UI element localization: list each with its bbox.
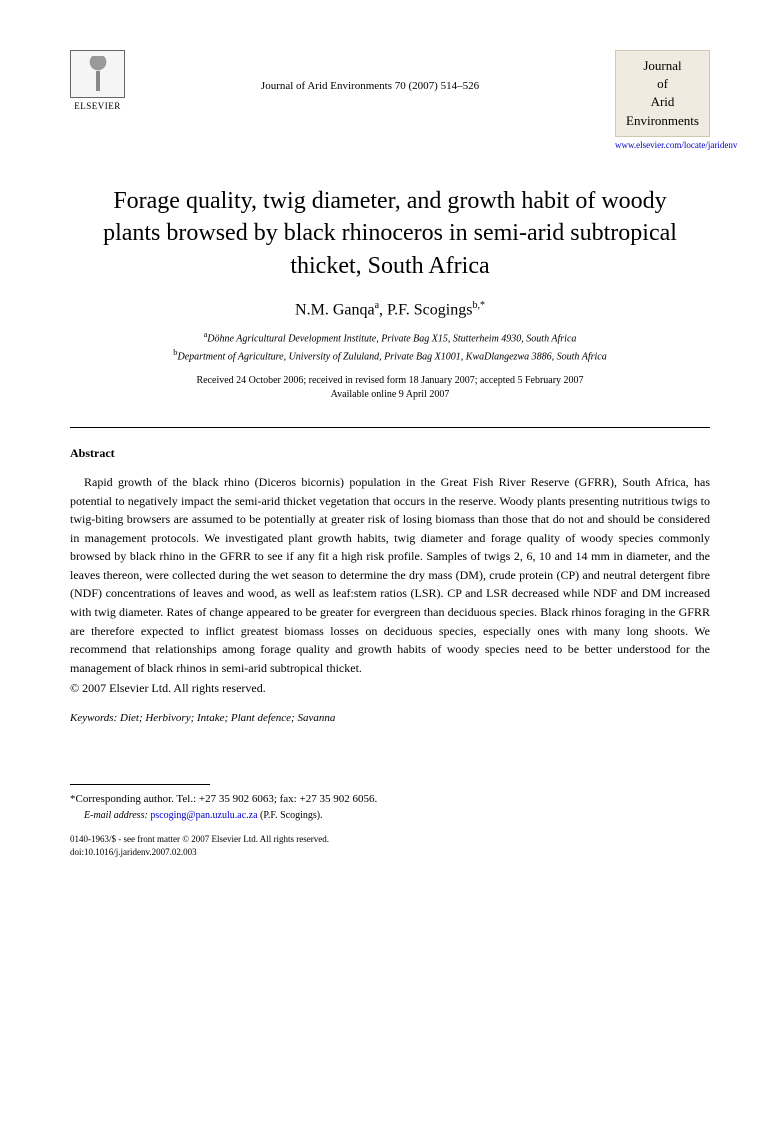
footer-line-1: 0140-1963/$ - see front matter © 2007 El…	[70, 833, 710, 846]
publisher-logo: ELSEVIER	[70, 50, 125, 115]
corresponding-author-footnote: *Corresponding author. Tel.: +27 35 902 …	[70, 791, 710, 823]
affiliations: aDöhne Agricultural Development Institut…	[70, 329, 710, 364]
author-2: P.F. Scogings	[387, 301, 472, 318]
journal-box: Journal of Arid Environments www.elsevie…	[615, 50, 710, 150]
abstract-heading: Abstract	[70, 446, 710, 461]
dates-line-2: Available online 9 April 2007	[70, 388, 710, 402]
journal-name-line: Arid	[620, 93, 705, 111]
keywords-label: Keywords:	[70, 712, 117, 724]
corr-email-name: (P.F. Scogings).	[260, 810, 323, 821]
affiliation-a: Döhne Agricultural Development Institute…	[207, 334, 576, 345]
journal-reference: Journal of Arid Environments 70 (2007) 5…	[125, 50, 615, 92]
footnote-rule	[70, 784, 210, 785]
keywords-list: Diet; Herbivory; Intake; Plant defence; …	[120, 712, 335, 724]
email-label: E-mail address:	[84, 810, 148, 821]
footer: 0140-1963/$ - see front matter © 2007 El…	[70, 833, 710, 858]
abstract-body: Rapid growth of the black rhino (Diceros…	[70, 473, 710, 678]
affiliation-b: Department of Agriculture, University of…	[177, 351, 606, 362]
authors: N.M. Ganqaa, P.F. Scogingsb,*	[70, 300, 710, 319]
corr-email[interactable]: pscoging@pan.uzulu.ac.za	[150, 810, 257, 821]
journal-name-line: Journal	[620, 57, 705, 75]
corr-text: *Corresponding author. Tel.: +27 35 902 …	[70, 793, 377, 805]
author-2-sup: b,*	[472, 300, 485, 311]
publisher-name: ELSEVIER	[70, 101, 125, 111]
dates-line-1: Received 24 October 2006; received in re…	[70, 374, 710, 388]
header-row: ELSEVIER Journal of Arid Environments 70…	[70, 50, 710, 150]
journal-name-line: Environments	[620, 112, 705, 130]
journal-name-box: Journal of Arid Environments	[615, 50, 710, 137]
footer-line-2: doi:10.1016/j.jaridenv.2007.02.003	[70, 846, 710, 859]
elsevier-tree-icon	[70, 50, 125, 98]
abstract-copyright: © 2007 Elsevier Ltd. All rights reserved…	[70, 681, 710, 696]
author-1: N.M. Ganqa	[295, 301, 375, 318]
journal-url[interactable]: www.elsevier.com/locate/jaridenv	[615, 140, 710, 150]
article-dates: Received 24 October 2006; received in re…	[70, 374, 710, 402]
keywords: Keywords: Diet; Herbivory; Intake; Plant…	[70, 712, 710, 724]
divider-top	[70, 427, 710, 428]
journal-name-line: of	[620, 75, 705, 93]
article-title: Forage quality, twig diameter, and growt…	[90, 185, 690, 282]
